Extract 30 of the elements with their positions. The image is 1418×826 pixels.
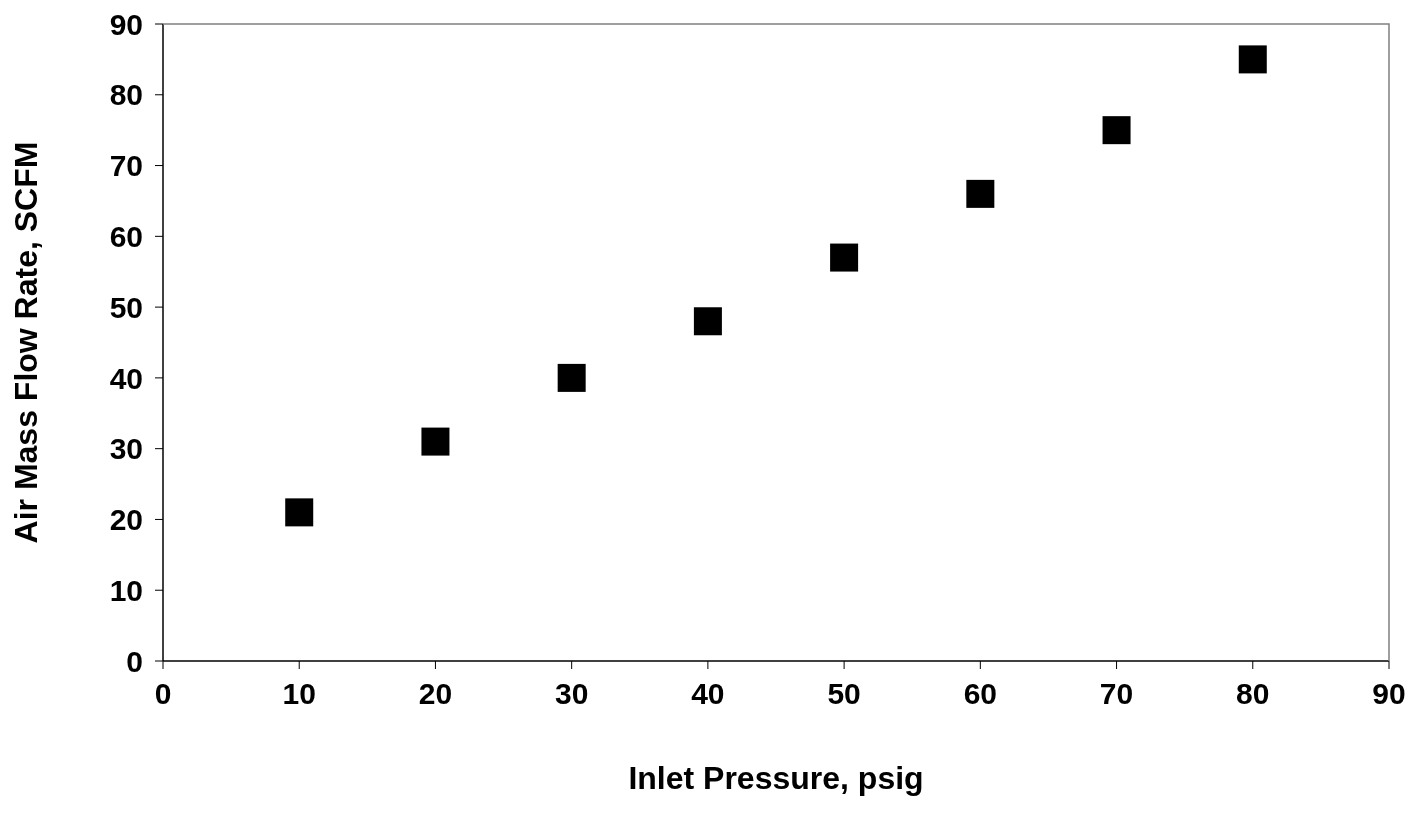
point [421,427,450,456]
y-tick-label: 80 [109,78,143,112]
x-tick-label: 70 [1099,677,1134,711]
point [1238,45,1267,74]
point [693,307,722,336]
x-tick-label: 30 [554,677,589,711]
x-tick-label: 40 [691,677,725,711]
point [830,243,859,272]
y-tick-label: 90 [109,7,143,41]
y-tick-label: 60 [109,219,143,253]
point [285,498,314,527]
y-tick-label: 0 [126,644,143,678]
y-tick-label: 50 [109,290,143,324]
x-tick-label: 80 [1236,677,1270,711]
y-tick-label: 30 [109,432,143,466]
y-tick-label: 10 [109,573,143,607]
y-axis-title: Air Mass Flow Rate, SCFM [8,141,45,544]
x-tick-label: 50 [827,677,861,711]
y-tick-label: 20 [109,503,143,537]
point [1102,116,1131,145]
x-tick-label: 90 [1372,677,1406,711]
y-tick-label: 70 [109,149,143,183]
x-tick-label: 10 [282,677,316,711]
point [966,179,995,208]
x-tick-label: 0 [154,677,172,711]
x-axis-title: Inlet Pressure, psig [628,760,924,796]
x-tick-label: 60 [963,677,998,711]
y-tick-label: 40 [109,361,143,395]
x-tick-label: 20 [418,677,453,711]
point [557,363,586,392]
